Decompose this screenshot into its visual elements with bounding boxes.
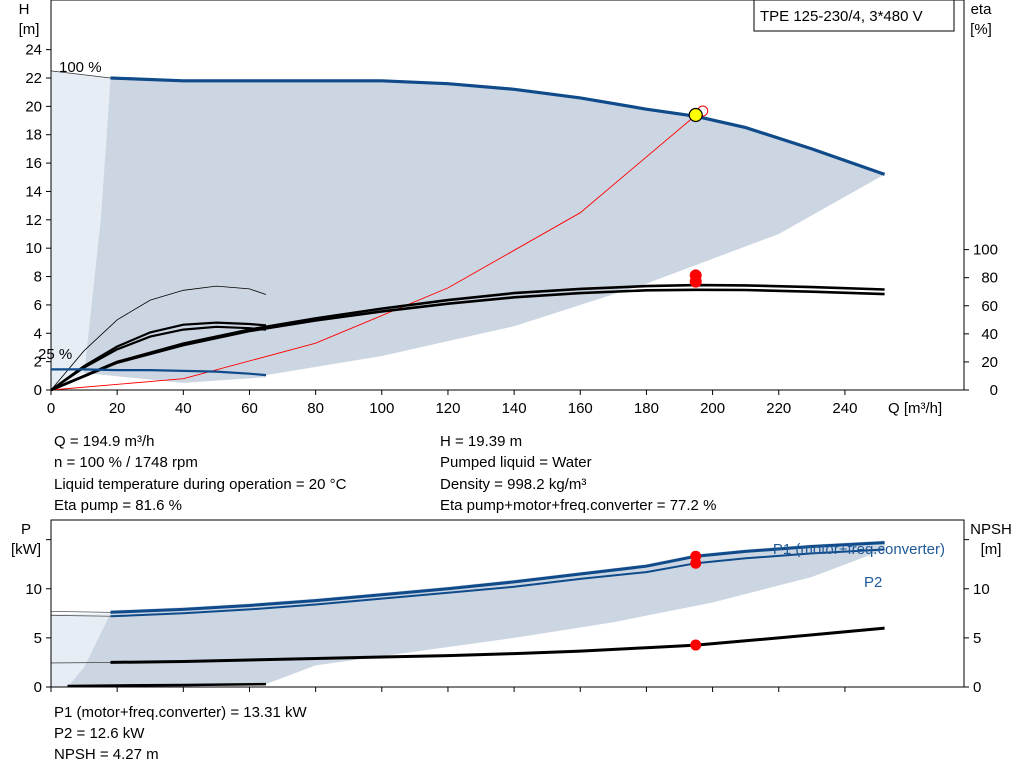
curve-label-max: 100 %: [59, 59, 102, 76]
eta-operating-marker: [689, 269, 702, 282]
operating-point-marker: [688, 107, 703, 123]
npsh-label-line1: NPSH: [970, 521, 1012, 538]
info-eta-pump: Eta pump = 81.6 %: [54, 497, 182, 514]
pump-label: TPE 125-230/4, 3*480 V: [760, 8, 923, 25]
y-right-tick-label: 0: [990, 382, 998, 399]
y-right-label-line2: [%]: [970, 21, 992, 38]
npsh-curve: [110, 626, 885, 664]
p2-curve: [110, 548, 885, 618]
p-label-line1: P: [21, 521, 31, 538]
info-eta-total: Eta pump+motor+freq.converter = 77.2 %: [440, 497, 716, 514]
eta-total-curve-min: [50, 321, 267, 391]
eta-total-curve-max: [50, 283, 885, 392]
p2-operating-marker: [690, 557, 702, 569]
eta-pump-curve-max: [50, 288, 885, 392]
power-operating-area-light: [51, 613, 111, 687]
y-left-tick-label: 8: [34, 269, 42, 286]
operating-area-light: [51, 70, 111, 390]
p2-extension: [50, 614, 111, 617]
x-tick-label: 220: [766, 400, 791, 417]
y-left-tick-label: 2: [34, 354, 42, 371]
y-right-tick-label: 20: [981, 354, 998, 371]
npsh-tick-label: 10: [973, 581, 990, 598]
npsh-tick-label: 0: [973, 679, 981, 696]
y-left-tick-label: 22: [25, 70, 42, 87]
p1-curve: [110, 541, 885, 614]
y-left-label-line2: [m]: [19, 21, 40, 38]
top-plot-frame: [50, 0, 965, 391]
y-left-tick-label: 24: [25, 42, 42, 59]
y-right-tick-label: 100: [973, 242, 998, 259]
x-tick-label: 100: [369, 400, 394, 417]
y-left-tick-label: 0: [34, 382, 42, 399]
x-tick-label: 200: [700, 400, 725, 417]
x-axis-label: Q [m³/h]: [888, 400, 942, 417]
info-p2: P2 = 12.6 kW: [54, 725, 145, 742]
x-tick-label: 180: [634, 400, 659, 417]
npsh-curve-min: [67, 682, 267, 688]
x-tick-label: 80: [307, 400, 324, 417]
p-label-line2: [kW]: [11, 541, 41, 558]
power-operating-area: [67, 540, 885, 687]
info-npsh: NPSH = 4.27 m: [54, 746, 159, 763]
x-tick-label: 40: [175, 400, 192, 417]
y-left-tick-label: 18: [25, 127, 42, 144]
pump-label-box: TPE 125-230/4, 3*480 V: [753, 0, 955, 32]
operating-area: [84, 78, 885, 383]
info-liquid: Pumped liquid = Water: [440, 454, 592, 471]
y-right-label-line1: eta: [971, 1, 993, 18]
p-tick-label: 0: [34, 679, 42, 696]
top-plot: 0 20 40 60 80 100 120 140 160 180 200 220 2400246810…: [19, 0, 998, 417]
eta-thin-curve-min: [50, 285, 267, 391]
x-tick-label: 240: [832, 400, 857, 417]
x-tick-label: 120: [435, 400, 460, 417]
curve-label-min: 25 %: [38, 346, 72, 363]
y-left-tick-label: 10: [25, 240, 42, 257]
info-q: Q = 194.9 m³/h: [54, 433, 154, 450]
p-tick-label: 10: [25, 581, 42, 598]
info-temp: Liquid temperature during operation = 20…: [54, 476, 347, 493]
info-h: H = 19.39 m: [440, 433, 522, 450]
y-right-tick-label: 60: [981, 298, 998, 315]
y-left-label-line1: H: [19, 1, 30, 18]
qh-curve-max: [110, 76, 886, 176]
npsh-operating-marker: [690, 639, 702, 651]
system-curve: [50, 114, 697, 391]
bottom-plot-frame: [50, 519, 965, 688]
x-tick-label: 0: [47, 400, 55, 417]
info-density: Density = 998.2 kg/m³: [440, 476, 586, 493]
y-left-tick-label: 14: [25, 183, 42, 200]
info-top: Q = 194.9 m³/h n = 100 % / 1748 rpm Liqu…: [54, 433, 716, 514]
y-right-tick-label: 80: [981, 270, 998, 287]
y-left-tick-label: 12: [25, 212, 42, 229]
y-right-tick-label: 40: [981, 326, 998, 343]
x-tick-label: 60: [241, 400, 258, 417]
npsh-label-line2: [m]: [981, 541, 1002, 558]
info-n: n = 100 % / 1748 rpm: [54, 454, 198, 471]
eta-pump-curve-min: [50, 325, 267, 391]
p2-series-label: P2: [864, 574, 882, 591]
npsh-tick-label: 5: [973, 630, 981, 647]
bottom-plot: 0 0 5 5 10 10 P [kW] NPSH [m] P1 (motor+freq.…: [11, 519, 1012, 696]
p1-extension: [50, 610, 111, 613]
y-left-tick-label: 4: [34, 325, 42, 342]
info-p1: P1 (motor+freq.converter) = 13.31 kW: [54, 704, 307, 721]
y-left-tick-label: 20: [25, 98, 42, 115]
info-bottom: P1 (motor+freq.converter) = 13.31 kW P2 …: [54, 704, 307, 763]
p1-series-label: P1 (motor+freq.converter): [773, 541, 945, 558]
max-curve-extension: [50, 70, 111, 79]
y-left-tick-label: 6: [34, 297, 42, 314]
y-left-tick-label: 16: [25, 155, 42, 172]
p-tick-label: 5: [34, 630, 42, 647]
x-tick-label: 20: [109, 400, 126, 417]
x-tick-label: 160: [568, 400, 593, 417]
qh-curve-min: [51, 368, 267, 377]
x-tick-label: 140: [502, 400, 527, 417]
